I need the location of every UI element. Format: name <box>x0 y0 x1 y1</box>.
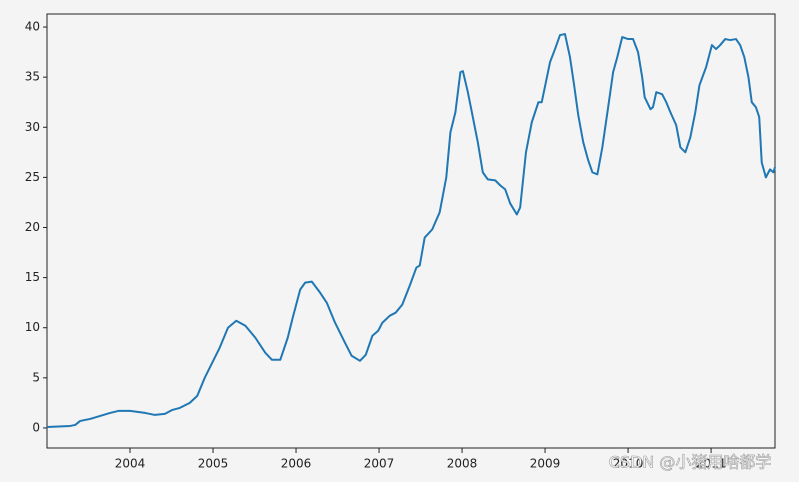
x-tick-label: 2010 <box>613 457 644 471</box>
y-tick-label: 40 <box>25 20 40 34</box>
x-tick-label: 2009 <box>530 457 561 471</box>
y-tick-label: 10 <box>25 320 40 334</box>
y-tick-label: 25 <box>25 170 40 184</box>
x-tick-label: 2006 <box>281 457 312 471</box>
line <box>46 33 776 428</box>
plot-frame <box>46 13 776 449</box>
y-tick-label: 30 <box>25 120 40 134</box>
y-tick-label: 5 <box>32 370 40 384</box>
y-tick-label: 20 <box>25 220 40 234</box>
y-tick-label: 35 <box>25 70 40 84</box>
x-tick-label: 2007 <box>364 457 395 471</box>
x-tick-label: 2005 <box>198 457 229 471</box>
x-tick-label: 2008 <box>447 457 478 471</box>
y-tick-label: 0 <box>32 420 40 434</box>
y-tick-label: 15 <box>25 270 40 284</box>
x-tick-label: 2004 <box>115 457 146 471</box>
x-tick-label: 2011 <box>696 457 727 471</box>
watermark: CSDN @小猪用啥都学 <box>609 453 772 472</box>
